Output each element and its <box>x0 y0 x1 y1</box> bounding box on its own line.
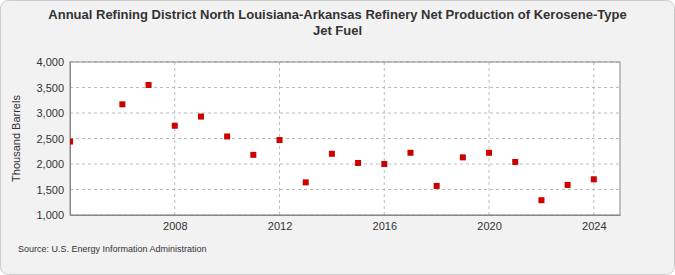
tick: 2,000 <box>36 158 70 170</box>
point <box>460 154 466 160</box>
title: Annual Refining District North Louisiana… <box>48 7 626 38</box>
tick: 2012 <box>268 215 292 232</box>
tick: 2016 <box>373 215 397 232</box>
point <box>512 159 518 165</box>
point <box>591 176 597 182</box>
point <box>565 182 571 188</box>
grid-line <box>489 62 490 215</box>
grid-line <box>70 164 620 165</box>
tick-label: 3,000 <box>36 107 64 119</box>
marks <box>70 82 597 203</box>
plot-area <box>70 62 620 215</box>
point <box>224 133 230 139</box>
tick: 1,000 <box>36 209 70 221</box>
grid-line <box>70 138 620 139</box>
point <box>486 150 492 156</box>
grid-line <box>70 113 620 114</box>
tick: 4,000 <box>36 56 70 68</box>
tick-label: 2016 <box>373 220 397 232</box>
chart: Annual Refining District North Louisiana… <box>0 0 675 275</box>
grid-line <box>174 62 175 215</box>
tick-label: 2024 <box>582 220 606 232</box>
point <box>355 160 361 166</box>
source: Source: U.S. Energy Information Administ… <box>18 244 207 254</box>
tick-label: 2020 <box>477 220 501 232</box>
point <box>381 161 387 167</box>
plot-frame <box>70 62 620 215</box>
background <box>1 1 675 275</box>
tick: 2008 <box>163 215 187 232</box>
point <box>407 150 413 156</box>
tick-label: 2,500 <box>36 133 64 145</box>
y-axis-title: Thousand Barrels <box>10 95 22 182</box>
tick-label: 2,000 <box>36 158 64 170</box>
point <box>70 139 73 145</box>
point <box>146 82 152 88</box>
tick: 2020 <box>477 215 501 232</box>
tick: 1,500 <box>36 184 70 196</box>
grid-line <box>384 62 385 215</box>
x-axis: 2008 2012 2016 2020 2024 <box>71 215 621 232</box>
point <box>198 114 204 120</box>
grid-line <box>70 189 620 190</box>
point <box>250 152 256 158</box>
tick-label: 1,500 <box>36 184 64 196</box>
tick-label: 4,000 <box>36 56 64 68</box>
tick-label: 1,000 <box>36 209 64 221</box>
y-axis: 1,000 1,500 2,000 2,500 3,000 3,500 4,000 <box>36 56 70 221</box>
point <box>303 179 309 185</box>
tick: 2,500 <box>36 133 70 145</box>
point <box>172 123 178 129</box>
tick: 2024 <box>582 215 606 232</box>
grid-line <box>593 62 594 215</box>
tick-label: 2008 <box>163 220 187 232</box>
point <box>538 197 544 203</box>
tick: 3,000 <box>36 107 70 119</box>
tick: 3,500 <box>36 82 70 94</box>
grid-line <box>70 87 620 88</box>
tick-label: 2012 <box>268 220 292 232</box>
tick-label: 3,500 <box>36 82 64 94</box>
point <box>119 101 125 107</box>
point <box>434 183 440 189</box>
point <box>277 137 283 143</box>
point <box>329 151 335 157</box>
